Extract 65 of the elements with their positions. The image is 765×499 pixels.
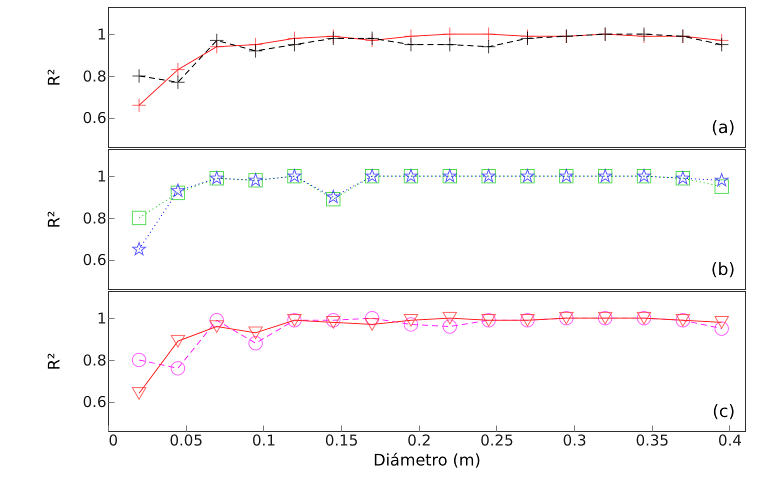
point — [326, 192, 340, 206]
point — [442, 312, 458, 324]
point — [132, 68, 146, 84]
point — [404, 317, 418, 332]
point — [210, 320, 224, 333]
x-tick-label: 0.05 — [169, 432, 203, 450]
point — [132, 210, 146, 226]
y-tick-label: 0.6 — [82, 393, 106, 412]
point — [132, 242, 146, 256]
point — [404, 37, 418, 52]
point — [364, 318, 380, 331]
point — [326, 31, 340, 46]
annotation: (a) — [711, 118, 735, 138]
point — [248, 326, 263, 340]
annotation: (b) — [710, 260, 735, 280]
point — [248, 336, 263, 350]
x-tick-label: 0.35 — [636, 432, 669, 450]
point — [210, 313, 224, 328]
y-axis-title: R² — [44, 210, 64, 228]
y-tick-label: 0.8 — [82, 67, 106, 86]
point — [442, 37, 458, 52]
point — [481, 39, 496, 54]
point — [326, 190, 340, 203]
point — [326, 313, 340, 328]
point — [442, 319, 458, 334]
y-axis-title: R² — [44, 352, 64, 370]
x-tick-label: 0 — [108, 432, 118, 450]
y-tick-label: 1 — [96, 26, 106, 44]
point — [714, 321, 729, 336]
point — [132, 98, 146, 112]
point — [170, 361, 186, 376]
point — [714, 37, 729, 52]
point — [481, 26, 496, 42]
x-tick-label: 0.3 — [562, 432, 587, 450]
x-tick-label: 0.2 — [407, 432, 432, 450]
point — [714, 316, 729, 329]
point — [170, 62, 186, 77]
point — [170, 334, 186, 348]
point — [404, 314, 418, 327]
y-tick-label: 0.8 — [82, 209, 106, 228]
y-axis-title: R² — [44, 68, 64, 86]
point — [132, 352, 146, 368]
y-tick-label: 0.6 — [82, 251, 106, 270]
point — [171, 184, 185, 197]
point — [364, 310, 380, 326]
y-tick-label: 1 — [96, 310, 106, 328]
x-tick-label: 0.1 — [252, 432, 276, 450]
point — [520, 31, 535, 46]
point — [170, 75, 186, 90]
annotation: (c) — [712, 402, 735, 422]
point — [287, 37, 302, 52]
point — [170, 186, 186, 200]
point — [210, 33, 224, 48]
point — [714, 173, 729, 186]
y-tick-label: 1 — [96, 168, 106, 186]
y-tick-label: 0.6 — [82, 109, 106, 128]
point — [714, 179, 729, 194]
point — [326, 316, 340, 329]
x-tick-label: 0.15 — [324, 432, 358, 450]
y-tick-label: 0.8 — [82, 351, 106, 370]
point — [248, 44, 263, 58]
point — [132, 387, 146, 400]
x-axis-title: Diámetro (m) — [373, 450, 481, 470]
x-tick-label: 0.4 — [718, 432, 742, 450]
x-tick-label: 0.25 — [480, 432, 514, 450]
